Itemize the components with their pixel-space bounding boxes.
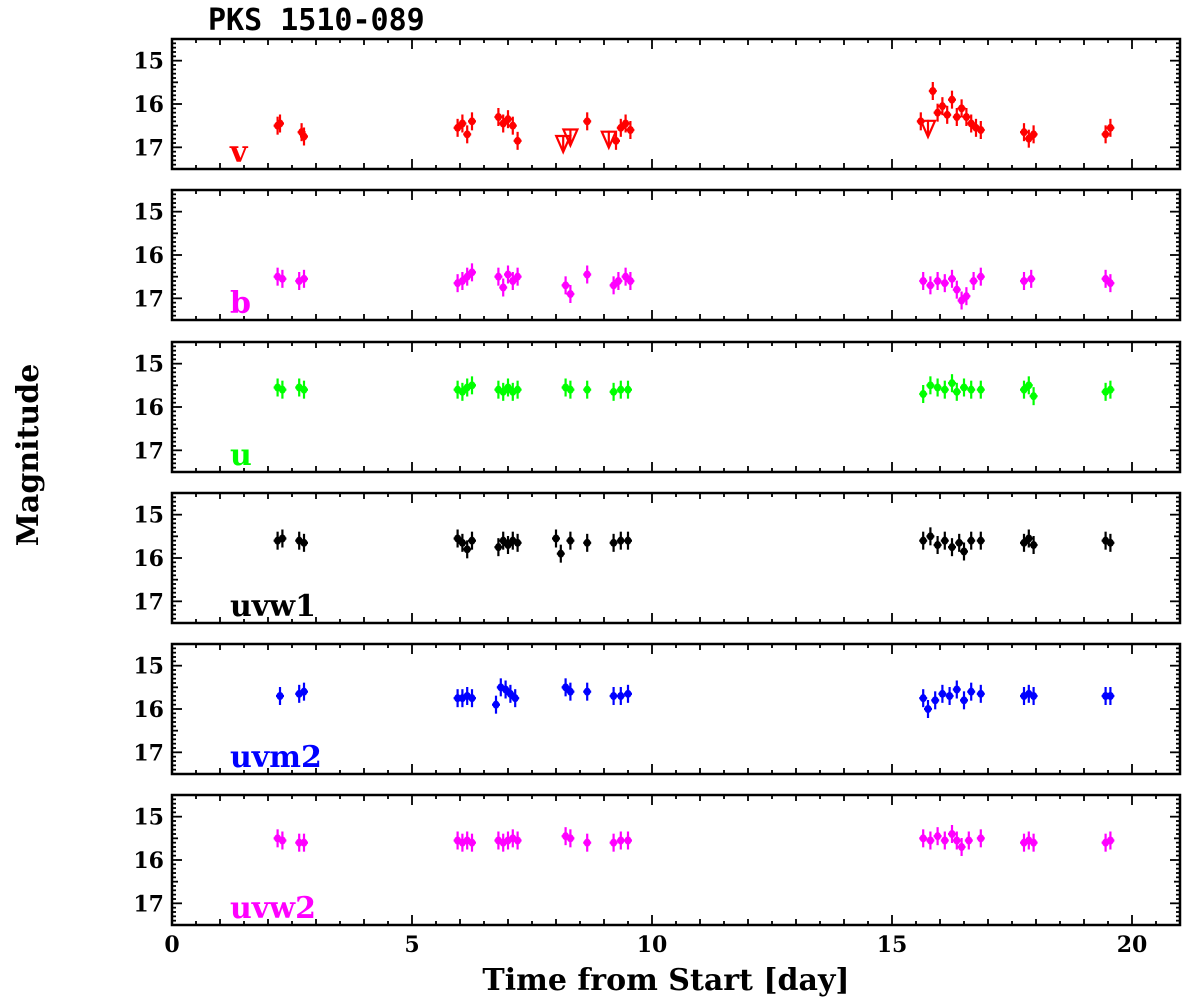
chart-title: PKS 1510-089: [208, 3, 425, 38]
band-label-uvw2: uvw2: [230, 891, 316, 926]
x-tick-label: 20: [1117, 932, 1148, 958]
y-tick-label: 16: [133, 546, 164, 572]
x-tick-label: 15: [877, 932, 908, 958]
y-tick-label: 15: [133, 49, 164, 75]
y-tick-label: 17: [133, 740, 164, 766]
panel-frame: [170, 793, 1182, 927]
panel-uvw1: 15 16 17 uvw1: [133, 491, 1182, 625]
y-tick-label: 17: [133, 438, 164, 464]
band-label-uvw1: uvw1: [230, 589, 316, 624]
upper-limit-marker: [561, 128, 580, 149]
y-tick-label: 17: [133, 286, 164, 312]
panel-v: 15 16 17 v: [133, 37, 1182, 171]
band-label-uvm2: uvm2: [230, 740, 322, 775]
panel-uvw2: 15 16 17 uvw2: [133, 793, 1182, 927]
y-tick-label: 17: [133, 891, 164, 917]
panel-u: 15 16 17 u: [133, 340, 1182, 474]
panel-frame: [170, 491, 1182, 625]
panel-uvm2: 15 16 17 uvm2: [133, 642, 1182, 776]
x-axis-label: Time from Start [day]: [482, 963, 849, 998]
y-axis-label: Magnitude: [11, 364, 46, 547]
y-tick-label: 16: [133, 243, 164, 269]
band-label-u: u: [230, 438, 252, 473]
upper-limit-marker: [919, 119, 937, 140]
y-tick-label: 17: [133, 135, 164, 161]
upper-limit-marker: [554, 134, 572, 155]
y-tick-label: 17: [133, 589, 164, 615]
x-tick-label: 0: [164, 932, 179, 958]
x-tick-label: 10: [637, 932, 668, 958]
y-tick-label: 16: [133, 395, 164, 421]
panel-frame: [170, 37, 1182, 171]
y-tick-label: 15: [133, 654, 164, 680]
band-label-b: b: [230, 286, 251, 321]
y-tick-label: 16: [133, 848, 164, 874]
panel-frame: [170, 188, 1182, 322]
y-tick-label: 15: [133, 352, 164, 378]
x-tick-label: 5: [404, 932, 419, 958]
panel-frame: [170, 340, 1182, 474]
y-tick-label: 15: [133, 805, 164, 831]
y-tick-label: 15: [133, 200, 164, 226]
upper-limit-marker: [600, 130, 618, 151]
y-tick-label: 16: [133, 92, 164, 118]
y-tick-label: 16: [133, 697, 164, 723]
panel-frame: [170, 642, 1182, 776]
y-tick-label: 15: [133, 503, 164, 529]
panels-group: 15 16 17 v 15 16 17 b 15 16 17 u 15 16 17 uvw1 15 16 17 uvm…: [133, 37, 1182, 958]
band-label-v: v: [229, 135, 249, 170]
panel-b: 15 16 17 b: [133, 188, 1182, 322]
